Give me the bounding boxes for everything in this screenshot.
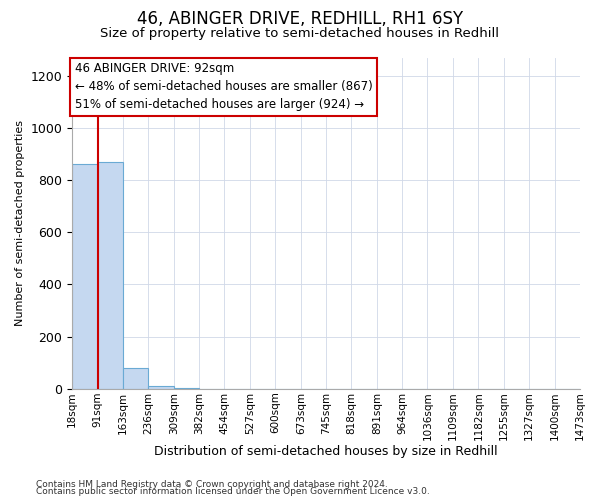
Text: Size of property relative to semi-detached houses in Redhill: Size of property relative to semi-detach…	[101, 28, 499, 40]
Bar	[174, 388, 199, 389]
Text: Contains HM Land Registry data © Crown copyright and database right 2024.: Contains HM Land Registry data © Crown c…	[36, 480, 388, 489]
Text: 46, ABINGER DRIVE, REDHILL, RH1 6SY: 46, ABINGER DRIVE, REDHILL, RH1 6SY	[137, 10, 463, 28]
Y-axis label: Number of semi-detached properties: Number of semi-detached properties	[15, 120, 25, 326]
X-axis label: Distribution of semi-detached houses by size in Redhill: Distribution of semi-detached houses by …	[154, 444, 498, 458]
Text: 46 ABINGER DRIVE: 92sqm
← 48% of semi-detached houses are smaller (867)
51% of s: 46 ABINGER DRIVE: 92sqm ← 48% of semi-de…	[74, 62, 373, 112]
Text: Contains public sector information licensed under the Open Government Licence v3: Contains public sector information licen…	[36, 487, 430, 496]
Bar	[148, 386, 174, 389]
Bar	[72, 164, 98, 389]
Bar	[98, 162, 123, 389]
Bar	[123, 368, 148, 389]
